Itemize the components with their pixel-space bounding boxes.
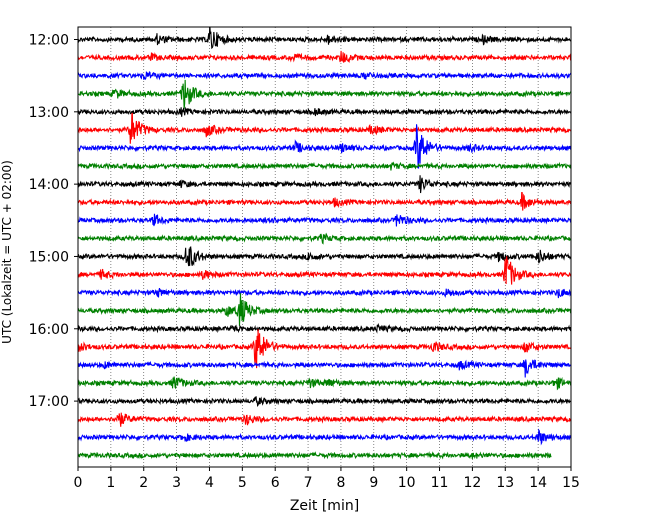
x-tick-label: 13 bbox=[496, 475, 514, 491]
trace-1245 bbox=[78, 79, 571, 110]
trace-1730 bbox=[78, 428, 571, 446]
x-axis-ticks: 0 1 2 3 4 5 6 7 8 9 10 11 12 13 14 15 bbox=[74, 467, 580, 491]
x-tick-label: 7 bbox=[304, 475, 313, 491]
trace-1530 bbox=[78, 288, 571, 299]
x-tick-label: 1 bbox=[106, 475, 115, 491]
x-tick-label: 12 bbox=[463, 475, 481, 491]
plot-frame bbox=[77, 26, 572, 468]
x-axis-label: Zeit [min] bbox=[290, 498, 359, 514]
trace-1745 bbox=[78, 451, 552, 460]
x-tick-label: 14 bbox=[529, 475, 547, 491]
seismic-traces bbox=[78, 27, 571, 460]
y-axis-label: UTC (Lokalzeit = UTC + 02:00) bbox=[0, 160, 14, 344]
x-tick-label: 9 bbox=[369, 475, 378, 491]
trace-1300 bbox=[78, 106, 571, 117]
y-tick-label: 14:00 bbox=[29, 177, 69, 193]
trace-1415 bbox=[78, 191, 571, 211]
x-tick-label: 10 bbox=[398, 475, 416, 491]
trace-1645 bbox=[78, 376, 571, 391]
y-tick-label: 12:00 bbox=[29, 33, 69, 49]
trace-1345 bbox=[78, 161, 571, 171]
x-tick-label: 15 bbox=[562, 475, 580, 491]
trace-1545 bbox=[78, 293, 571, 326]
trace-1330 bbox=[78, 124, 571, 169]
x-tick-label: 11 bbox=[431, 475, 449, 491]
x-tick-label: 4 bbox=[205, 475, 214, 491]
y-tick-label: 15:00 bbox=[29, 249, 69, 265]
trace-1430 bbox=[78, 213, 571, 227]
x-tick-label: 8 bbox=[336, 475, 345, 491]
y-tick-label: 17:00 bbox=[29, 394, 69, 410]
trace-1700 bbox=[78, 396, 571, 407]
y-tick-label: 13:00 bbox=[29, 105, 69, 121]
trace-1630 bbox=[78, 359, 571, 378]
y-tick-label: 16:00 bbox=[29, 322, 69, 338]
trace-1600 bbox=[78, 322, 571, 334]
x-tick-label: 3 bbox=[172, 475, 181, 491]
trace-1400 bbox=[78, 175, 571, 194]
x-tick-label: 2 bbox=[139, 475, 148, 491]
x-tick-label: 5 bbox=[238, 475, 247, 491]
trace-1200 bbox=[78, 27, 571, 50]
vertical-gridlines bbox=[110, 27, 539, 467]
trace-1715 bbox=[78, 412, 571, 427]
trace-1445 bbox=[78, 232, 571, 245]
trace-1230 bbox=[78, 71, 571, 81]
trace-1515 bbox=[78, 256, 571, 285]
y-axis-ticks: 12:00 13:00 14:00 15:00 16:00 17:00 bbox=[29, 33, 78, 410]
trace-1500 bbox=[78, 246, 571, 267]
trace-1315 bbox=[78, 112, 571, 144]
trace-1215 bbox=[78, 50, 571, 64]
x-tick-label: 0 bbox=[74, 475, 83, 491]
trace-1615 bbox=[78, 329, 571, 369]
x-tick-label: 6 bbox=[271, 475, 280, 491]
